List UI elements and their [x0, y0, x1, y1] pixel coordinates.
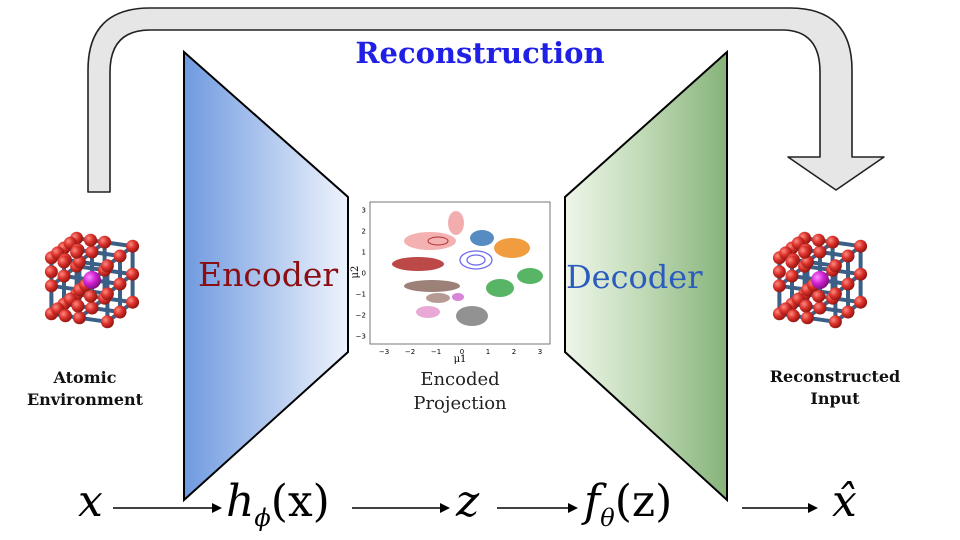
atom: [841, 277, 855, 291]
atom: [113, 249, 127, 263]
atom: [72, 311, 86, 325]
plot-x-tick-label: −3: [379, 348, 389, 356]
atom: [813, 245, 827, 259]
atom: [828, 259, 842, 273]
plot-y-tick-label: −3: [356, 333, 366, 341]
atom: [785, 255, 799, 269]
plot-x-tick-label: 2: [512, 348, 516, 356]
atom: [71, 299, 85, 313]
plot-x-tick-label: 0: [460, 348, 464, 356]
equation-f-subscript: θ: [600, 503, 615, 532]
plot-y-tick-label: −1: [356, 291, 366, 299]
plot-x-tick-label: 3: [538, 348, 542, 356]
atom: [841, 249, 855, 263]
projection-caption-line-2: Projection: [413, 393, 507, 414]
atom: [100, 259, 114, 273]
atom: [98, 235, 112, 249]
plot-y-tick-label: 2: [362, 228, 366, 236]
equation-f-argument: (z): [614, 476, 673, 527]
output-caption-line-1: Reconstructed: [769, 367, 901, 386]
atom: [84, 233, 98, 247]
atom: [813, 301, 827, 315]
decoder-block: [564, 49, 728, 503]
plot-x-tick-label: −2: [405, 348, 415, 356]
encoded-projection-plot: −3 −2 −1 0 1 2 3 3 2 1 0 −1 −2 −3 μ1 μ2: [350, 201, 551, 365]
diagram-title: Reconstruction: [355, 36, 605, 70]
atom: [70, 245, 84, 259]
atom: [44, 265, 58, 279]
atom: [812, 289, 826, 303]
atom: [772, 279, 786, 293]
atom: [828, 315, 842, 329]
plot-clusters: [392, 211, 543, 326]
atom: [100, 315, 114, 329]
atom: [58, 309, 72, 323]
equation-input-x: x: [78, 476, 103, 527]
input-caption: Atomic Environment: [10, 367, 160, 411]
output-caption-line-2: Input: [810, 389, 860, 408]
atom: [126, 239, 140, 253]
atom: [113, 305, 127, 319]
plot-y-tick-label: 0: [362, 270, 366, 278]
encoder-block: [183, 49, 349, 503]
center-atom: [83, 271, 101, 289]
projection-caption-line-1: Encoded: [420, 369, 500, 390]
plot-ticks: −3 −2 −1 0 1 2 3 3 2 1 0 −1 −2 −3: [356, 207, 543, 357]
atom: [854, 267, 868, 281]
atom: [785, 269, 799, 283]
atom: [84, 289, 98, 303]
plot-y-tick-label: −2: [356, 312, 366, 320]
reconstructed-input-structure: [772, 231, 868, 329]
atom: [826, 235, 840, 249]
input-caption-line-1: Atomic: [53, 368, 117, 387]
equation-h: h: [226, 476, 255, 527]
encoder-label: Encoder: [198, 255, 339, 294]
atom: [798, 245, 812, 259]
atom: [828, 287, 842, 301]
atom: [799, 299, 813, 313]
center-atom: [811, 271, 829, 289]
equation-f: f: [584, 476, 601, 527]
plot-x-tick-label: −1: [431, 348, 441, 356]
plot-x-tick-label: 1: [486, 348, 490, 356]
atom: [100, 287, 114, 301]
decoder-label: Decoder: [566, 258, 703, 296]
atom: [57, 255, 71, 269]
output-caption: Reconstructed Input: [760, 366, 910, 410]
equation-decoder-function: fθ(z): [584, 476, 672, 532]
atom: [44, 279, 58, 293]
atom: [85, 245, 99, 259]
atom: [854, 295, 868, 309]
equation-latent-z: z: [456, 476, 480, 527]
reconstruction-loop-arrow: [87, 7, 885, 193]
atom: [772, 265, 786, 279]
atom: [57, 269, 71, 283]
atomic-environment-structure: [44, 231, 140, 329]
equation-h-subscript: ϕ: [254, 503, 271, 532]
atom: [812, 233, 826, 247]
equation-arrows: [113, 503, 818, 513]
plot-y-tick-label: 3: [362, 207, 366, 215]
input-caption-line-2: Environment: [26, 390, 144, 409]
atom: [841, 305, 855, 319]
plot-y-tick-label: 1: [362, 249, 366, 257]
equation-output-x-hat: x̂: [832, 476, 857, 527]
atom: [854, 239, 868, 253]
atom: [113, 277, 127, 291]
equation-h-argument: (x): [270, 476, 330, 527]
equation-encoder-function: hϕ(x): [226, 476, 330, 532]
projection-caption: Encoded Projection: [390, 368, 530, 416]
plot-y-axis-label: μ2: [350, 266, 361, 279]
atom: [126, 267, 140, 281]
atom: [85, 301, 99, 315]
atom: [126, 295, 140, 309]
atom: [800, 311, 814, 325]
plot-x-axis-label: μ1: [454, 354, 467, 365]
atom: [786, 309, 800, 323]
